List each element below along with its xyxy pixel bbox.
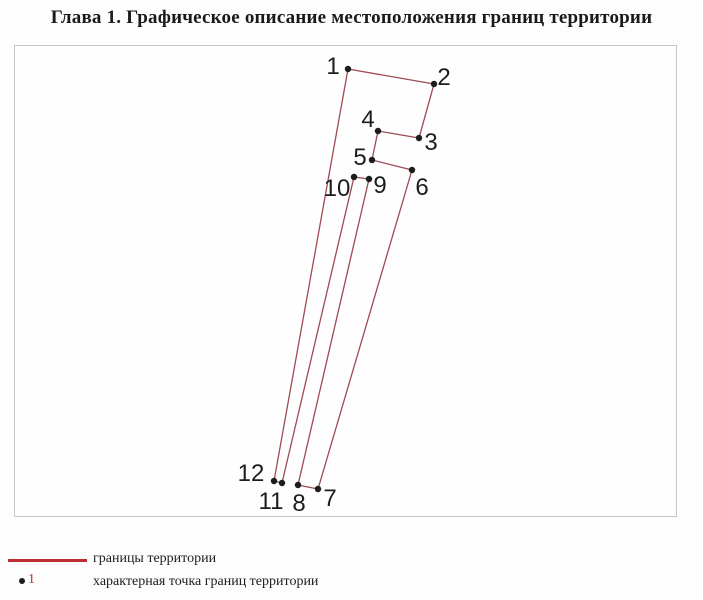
boundary-point-label-1: 1	[326, 53, 339, 80]
boundary-point-label-7: 7	[323, 485, 336, 512]
boundary-point-label-11: 11	[259, 488, 284, 515]
boundary-point-3	[415, 134, 423, 142]
legend: границы территории 1 характерная точка г…	[0, 545, 703, 600]
boundary-map-frame: 1 2 3 4 5 6 7 8 9 10 11 12	[14, 45, 677, 517]
boundary-point-label-3: 3	[424, 129, 437, 156]
boundary-point-10	[350, 173, 358, 181]
boundary-point-label-9: 9	[373, 172, 386, 199]
boundary-point-label-12: 12	[238, 460, 265, 487]
boundary-point-2	[430, 80, 438, 88]
boundary-point-label-5: 5	[353, 144, 366, 171]
page-title: Глава 1. Графическое описание местополож…	[50, 7, 653, 28]
boundary-point-1	[344, 65, 352, 73]
boundary-point-4	[374, 127, 382, 135]
characteristic-point-number: 1	[28, 572, 35, 587]
legend-label-characteristic-point: характерная точка границ территории	[93, 574, 319, 589]
boundary-point-11	[278, 479, 286, 487]
boundary-point-9	[365, 175, 373, 183]
legend-label-boundary: границы территории	[93, 551, 217, 566]
boundary-point-label-6: 6	[415, 174, 428, 201]
boundary-line-swatch-icon	[8, 559, 87, 562]
boundary-point-12	[270, 477, 278, 485]
boundary-point-8	[294, 481, 302, 489]
boundary-point-label-4: 4	[361, 106, 374, 133]
boundary-point-label-10: 10	[324, 175, 351, 202]
boundary-point-label-8: 8	[292, 490, 305, 516]
boundary-point-6	[408, 166, 416, 174]
territory-boundary-polygon	[273, 68, 435, 490]
boundary-point-7	[314, 485, 322, 493]
characteristic-point-dot-icon	[19, 578, 25, 584]
boundary-point-label-2: 2	[437, 64, 450, 91]
boundary-point-5	[368, 156, 376, 164]
